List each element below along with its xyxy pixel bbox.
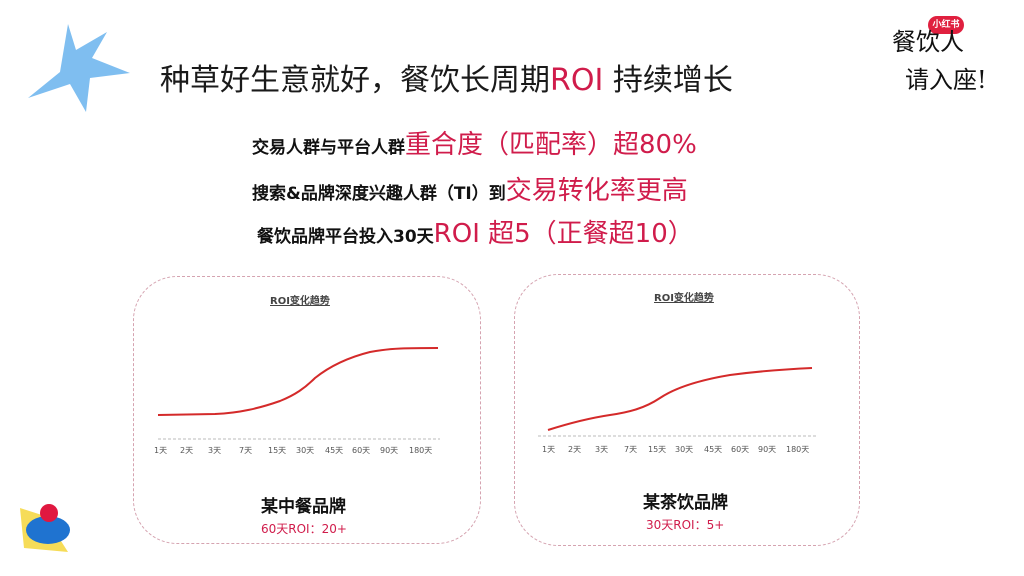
title-suffix: 持续增长 <box>603 63 733 98</box>
brand-name-2: 某茶饮品牌 <box>643 493 728 513</box>
tick: 90天 <box>380 446 399 455</box>
logo-line1: 餐饮人 <box>892 28 964 56</box>
tick: 15天 <box>268 446 287 455</box>
roi-line-1 <box>157 347 439 416</box>
bullet-1: 交易人群与平台人群重合度（匹配率）超80% <box>252 124 697 161</box>
tick: 1天 <box>154 446 168 455</box>
blue-shape <box>26 516 70 544</box>
tick: 15天 <box>648 445 667 454</box>
roi-line-2 <box>547 367 813 431</box>
tick: 180天 <box>409 446 433 455</box>
logo-line2: 请入座! <box>905 66 987 94</box>
roi-value-1: 60天ROI：20+ <box>261 522 347 536</box>
tick: 30天 <box>675 445 694 454</box>
bullet-prefix: 餐饮品牌平台投入30天 <box>257 227 434 247</box>
brand-name-1: 某中餐品牌 <box>261 497 346 517</box>
bullet-3: 餐饮品牌平台投入30天ROI 超5（正餐超10） <box>257 213 694 250</box>
star-icon <box>28 24 130 112</box>
chart-title: ROI变化趋势 <box>654 293 714 304</box>
title-highlight: ROI <box>550 63 604 98</box>
title-prefix: 种草好生意就好，餐饮长周期 <box>160 63 550 98</box>
tick: 2天 <box>568 445 582 454</box>
bullet-prefix: 交易人群与平台人群 <box>252 138 405 158</box>
tick: 3天 <box>208 446 222 455</box>
logo-badge: 小红书 <box>928 16 964 34</box>
card-chinese-restaurant <box>133 276 481 544</box>
roi-value-2: 30天ROI：5+ <box>646 518 725 532</box>
tick: 2天 <box>180 446 194 455</box>
tick: 60天 <box>352 446 371 455</box>
bullet-prefix: 搜索&品牌深度兴趣人群（TI）到 <box>252 184 506 204</box>
red-dot <box>40 504 58 522</box>
tick: 45天 <box>704 445 723 454</box>
page-title: 种草好生意就好，餐饮长周期ROI 持续增长 <box>160 55 733 99</box>
tick: 30天 <box>296 446 315 455</box>
bullet-highlight: 交易转化率更高 <box>505 176 688 206</box>
bullet-2: 搜索&品牌深度兴趣人群（TI）到交易转化率更高 <box>252 170 688 207</box>
card-tea-brand <box>514 274 860 546</box>
tick: 45天 <box>325 446 344 455</box>
tick: 1天 <box>542 445 556 454</box>
tick: 7天 <box>624 445 638 454</box>
tick: 180天 <box>786 445 810 454</box>
tick: 60天 <box>731 445 750 454</box>
bullet-highlight: ROI 超5（正餐超10） <box>433 219 694 249</box>
tick: 7天 <box>239 446 253 455</box>
bullet-highlight: 重合度（匹配率）超80% <box>405 130 697 160</box>
tick: 90天 <box>758 445 777 454</box>
chart-title: ROI变化趋势 <box>270 296 330 307</box>
tick: 3天 <box>595 445 609 454</box>
